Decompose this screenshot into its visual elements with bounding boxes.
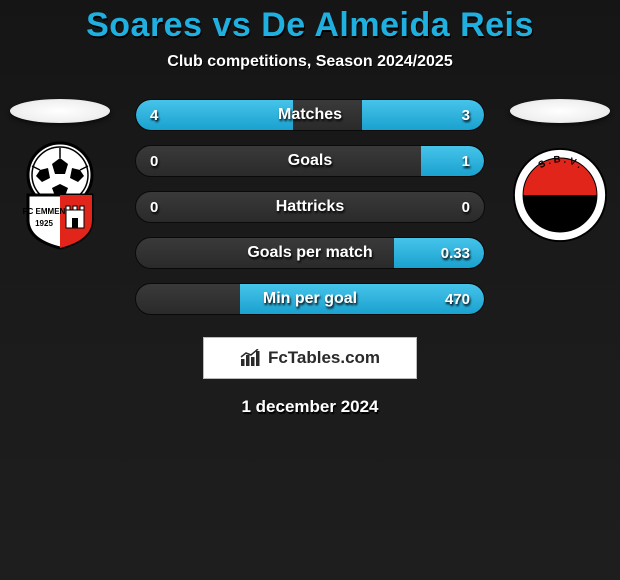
stat-row: 0.33Goals per match bbox=[135, 237, 485, 269]
stats-list: 43Matches01Goals00Hattricks0.33Goals per… bbox=[135, 99, 485, 315]
bar-chart-icon bbox=[240, 349, 262, 367]
brand-badge: FcTables.com bbox=[203, 337, 417, 379]
stat-value-right: 0 bbox=[462, 192, 470, 222]
stat-value-left: 4 bbox=[150, 100, 158, 130]
page-subtitle: Club competitions, Season 2024/2025 bbox=[0, 53, 620, 71]
stat-value-right: 3 bbox=[462, 100, 470, 130]
left-team-column: FC EMMEN 1925 bbox=[0, 99, 120, 245]
stat-value-right: 0.33 bbox=[441, 238, 470, 268]
stat-fill-left bbox=[136, 100, 293, 130]
sbv-excelsior-crest-icon: S . B . V . E X C E L S I O R bbox=[512, 147, 608, 243]
page-title: Soares vs De Almeida Reis bbox=[0, 6, 620, 45]
stat-value-right: 470 bbox=[445, 284, 470, 314]
crest-left-text-2: 1925 bbox=[35, 219, 53, 228]
stat-row: 43Matches bbox=[135, 99, 485, 131]
brand-text: FcTables.com bbox=[268, 348, 380, 368]
crest-left-text-1: FC EMMEN bbox=[23, 207, 66, 216]
stat-row: 01Goals bbox=[135, 145, 485, 177]
ellipse-disc-left bbox=[10, 99, 110, 123]
crest-left: FC EMMEN 1925 bbox=[10, 145, 110, 245]
ellipse-disc-right bbox=[510, 99, 610, 123]
stat-value-right: 1 bbox=[462, 146, 470, 176]
right-team-column: S . B . V . E X C E L S I O R bbox=[500, 99, 620, 245]
content-area: FC EMMEN 1925 bbox=[0, 99, 620, 315]
stat-fill-right bbox=[394, 238, 484, 268]
comparison-infographic: Soares vs De Almeida Reis Club competiti… bbox=[0, 0, 620, 580]
stat-value-left: 0 bbox=[150, 146, 158, 176]
stat-row: 470Min per goal bbox=[135, 283, 485, 315]
stat-value-left: 0 bbox=[150, 192, 158, 222]
stat-row: 0 0Hattricks bbox=[135, 191, 485, 223]
fc-emmen-crest-icon: FC EMMEN 1925 bbox=[10, 140, 110, 250]
date-text: 1 december 2024 bbox=[0, 397, 620, 417]
stat-label: Hattricks bbox=[136, 192, 484, 222]
stat-fill-right bbox=[421, 146, 484, 176]
crest-right: S . B . V . E X C E L S I O R bbox=[510, 145, 610, 245]
